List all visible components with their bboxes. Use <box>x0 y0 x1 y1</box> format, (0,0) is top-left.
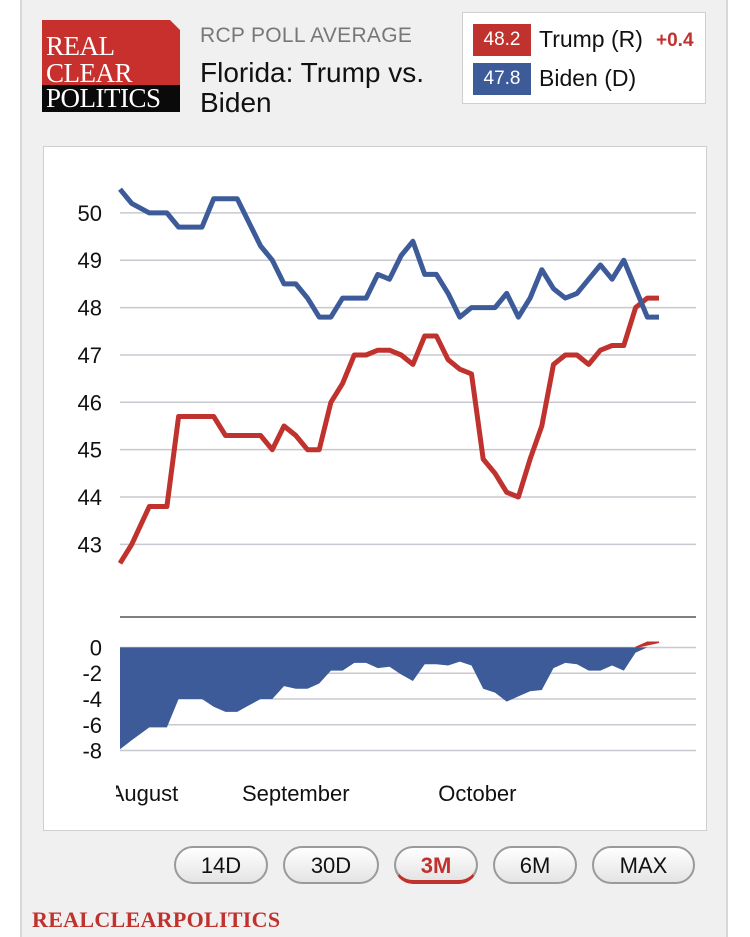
spread-tick-label: -8 <box>82 739 102 764</box>
range-button-30d[interactable]: 30D <box>283 846 379 884</box>
trump-line <box>117 295 659 565</box>
range-button-14d[interactable]: 14D <box>174 846 268 884</box>
y-tick-label: 44 <box>78 485 102 510</box>
legend-row-biden: 47.8 Biden (D) <box>473 63 701 95</box>
poll-average-label: RCP POLL AVERAGE <box>200 24 413 47</box>
rcp-logo[interactable]: REAL CLEAR POLITICS <box>42 20 180 112</box>
logo-fold <box>170 20 180 30</box>
range-button-3m[interactable]: 3M <box>394 846 478 884</box>
legend-value-trump: 48.2 <box>473 24 531 56</box>
spread-tick-label: 0 <box>90 635 102 660</box>
spread-tick-label: -4 <box>82 687 102 712</box>
spread-tick-label: -2 <box>82 661 102 686</box>
legend-row-trump: 48.2 Trump (R) +0.4 <box>473 24 701 56</box>
poll-chart: 43 44 45 46 47 48 49 50 0-2-4-6-8 August September… <box>44 187 696 813</box>
spread-tick-label: -6 <box>82 713 102 738</box>
legend-change-trump: +0.4 <box>656 30 694 51</box>
x-tick-label: August <box>110 781 179 806</box>
x-tick-label: October <box>438 781 516 806</box>
range-button-6m[interactable]: 6M <box>493 846 577 884</box>
range-button-max[interactable]: MAX <box>592 846 695 884</box>
footer-brand[interactable]: REALCLEARPOLITICS <box>32 907 281 932</box>
spread-area-trump <box>635 641 660 649</box>
biden-line <box>118 187 659 320</box>
legend-value-biden: 47.8 <box>473 63 531 95</box>
y-tick-label: 48 <box>78 296 102 321</box>
range-selector: 14D 30D 3M 6M MAX <box>20 832 728 900</box>
race-title: Florida: Trump vs. Biden <box>200 57 425 118</box>
legend-box: 48.2 Trump (R) +0.4 47.8 Biden (D) <box>462 12 706 104</box>
logo-line-2: CLEAR <box>46 58 133 88</box>
x-label-clip <box>44 773 116 813</box>
y-tick-label: 50 <box>78 201 102 226</box>
logo-line-3: POLITICS <box>42 85 180 112</box>
y-tick-label: 43 <box>78 532 102 557</box>
y-tick-label: 47 <box>78 343 102 368</box>
legend-name-biden: Biden (D) <box>539 65 637 91</box>
logo-line-1: REAL <box>46 31 115 61</box>
chart-area: 43 44 45 46 47 48 49 50 0 -2 -4 -6 -8 August September… <box>43 146 707 831</box>
y-tick-label: 49 <box>78 248 102 273</box>
x-tick-label: September <box>242 781 350 806</box>
y-tick-label: 46 <box>78 390 102 415</box>
spread-area-biden <box>120 647 659 750</box>
legend-name-trump: Trump (R) <box>539 26 643 52</box>
y-tick-label: 45 <box>78 438 102 463</box>
